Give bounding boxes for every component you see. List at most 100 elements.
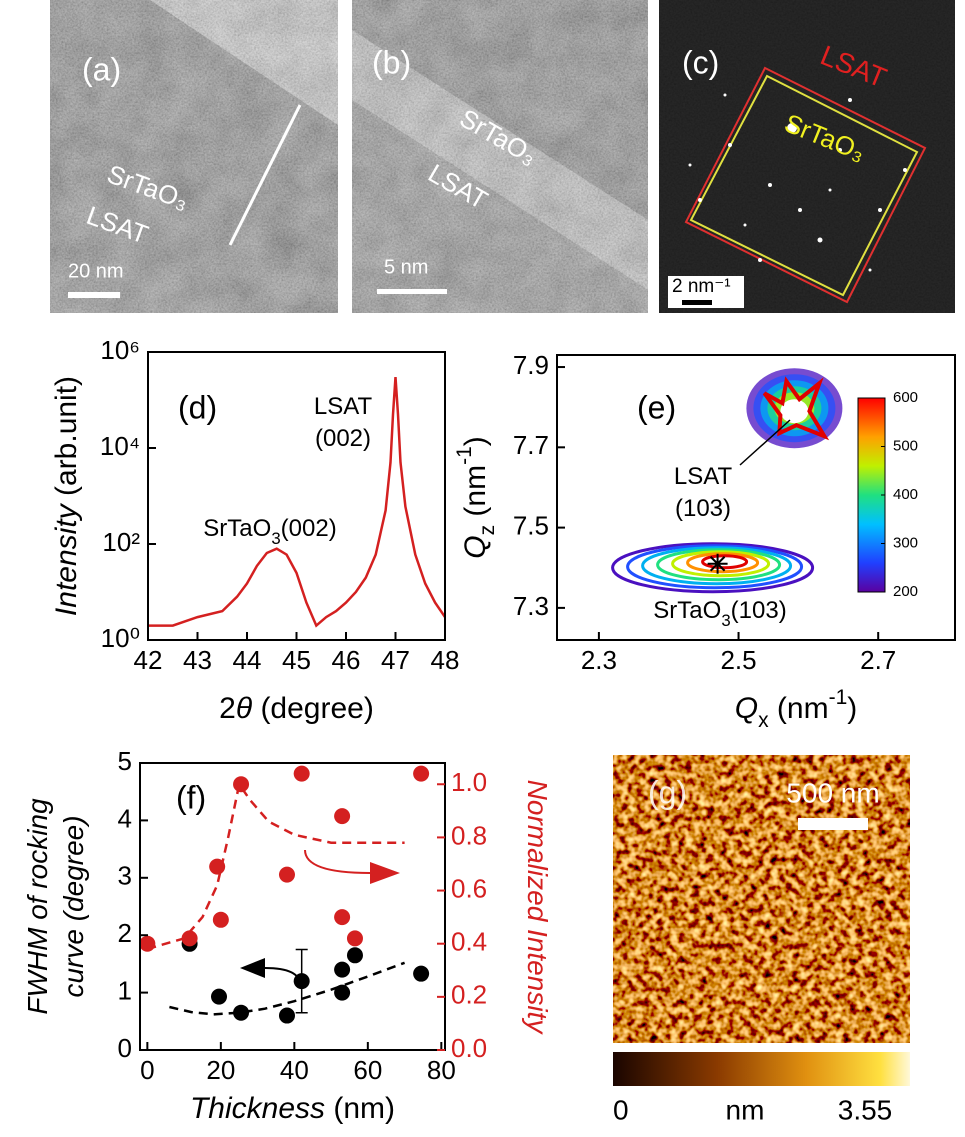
annotation-part: 3 [271, 529, 280, 548]
annotation-part: (002) [281, 515, 337, 542]
data-point [413, 765, 430, 782]
colorbar-tick-label: 200 [893, 583, 918, 600]
x-tick-label: 2.5 [720, 645, 756, 675]
data-point [413, 965, 430, 982]
panel-label: (g) [648, 774, 687, 810]
y2-tick-label: 0.8 [451, 820, 487, 850]
colorbar-tick-label: 500 [893, 437, 918, 454]
y-tick-label: 1 [118, 975, 132, 1005]
x-tick-label: 43 [183, 645, 212, 675]
y-tick-label: 10⁶ [100, 335, 140, 365]
colorbar-tick-label: 300 [893, 534, 918, 551]
x-axis-label-part: -1 [829, 686, 848, 709]
y-axis-label: FWHM of rocking [22, 798, 53, 1015]
contour [656, 548, 782, 582]
x-axis-label-part: Q [735, 692, 758, 725]
y2-tick-label: 0.2 [451, 980, 487, 1010]
y-axis-label-part: (nm [459, 465, 492, 525]
diffraction-image [659, 0, 955, 313]
panel-label: (b) [372, 44, 411, 80]
afm-image [613, 755, 910, 1043]
colorbar [857, 397, 886, 593]
y-tick-label: 2 [118, 918, 132, 948]
colorbar-tick-label: 0 [613, 1094, 629, 1125]
annotation-part: SrTaO [203, 515, 271, 542]
y-tick-label: 10⁴ [100, 431, 140, 461]
annotation: SrTaO3(103) [653, 597, 786, 630]
annotation-part: LSAT [314, 393, 373, 420]
data-point [278, 866, 295, 883]
x-axis-label-part: θ [236, 692, 253, 725]
y-tick-label: 7.3 [513, 591, 549, 621]
annotation-part: SrTaO [653, 597, 721, 624]
x-tick-label: 20 [206, 1055, 235, 1085]
annotation-part: LSAT [674, 463, 733, 490]
y-axis-label-part: ) [459, 436, 492, 446]
colorbar-tick-label: 400 [893, 486, 918, 503]
y2-tick-label: 1.0 [451, 767, 487, 797]
y-tick-label: 7.5 [513, 510, 549, 540]
axis-arrow [304, 849, 371, 874]
y-axis-label-part: FWHM of rocking [22, 798, 53, 1015]
panel-label: (f) [176, 779, 206, 815]
data-point [293, 765, 310, 782]
x-axis-label-part: x [758, 709, 769, 732]
data-point [334, 961, 351, 978]
annotation-part: 3 [721, 611, 730, 630]
x-axis-label: 2θ (degree) [219, 692, 374, 725]
contour [671, 550, 771, 578]
scale-bar-label: 500 nm [786, 777, 879, 808]
data-point [211, 988, 228, 1005]
y-tick-label: 0 [118, 1033, 132, 1063]
data-point [278, 1007, 295, 1024]
y2-axis-label: Normalized Intensity [522, 780, 553, 1036]
scale-bar-label: 2 nm⁻¹ [672, 276, 731, 297]
annotation: (002) [315, 425, 371, 452]
contour [641, 546, 793, 586]
x-tick-label: 44 [233, 645, 262, 675]
y2-tick-label: 0.4 [451, 927, 487, 957]
contour [626, 544, 804, 590]
tem-image-b [352, 0, 648, 313]
x-tick-label: 42 [134, 645, 163, 675]
x-axis-label-part: Thickness [190, 1092, 325, 1125]
x-axis-label: Thickness (nm) [190, 1092, 395, 1125]
data-point [346, 930, 363, 947]
peak-map [746, 368, 843, 449]
axis-arrow-head [370, 862, 400, 884]
panel-label: (e) [637, 389, 676, 425]
scale-bar [377, 289, 447, 294]
data-point [334, 909, 351, 926]
x-axis-label-part: 2 [219, 692, 236, 725]
colorbar-tick-label: 3.55 [838, 1094, 893, 1125]
plot-frame [556, 354, 956, 641]
x-tick-label: 40 [280, 1055, 309, 1085]
tem-image-a [50, 0, 338, 313]
y-axis-label: curve (degree) [58, 815, 89, 997]
leader [739, 419, 791, 466]
x-tick-label: 48 [431, 645, 460, 675]
contour [611, 542, 815, 594]
scale-bar-label: 20 nm [68, 260, 124, 282]
data-point [334, 808, 351, 825]
scale-bar [798, 818, 868, 830]
line-profile [228, 104, 302, 246]
y-axis-label-part: z [476, 525, 499, 536]
x-axis-label-part: (nm) [325, 1092, 395, 1125]
y-tick-label: 3 [118, 861, 132, 891]
trend-line [169, 961, 406, 1016]
x-tick-label: 45 [282, 645, 311, 675]
y-tick-label: 7.7 [513, 430, 549, 460]
x-axis-label-part: ) [847, 692, 857, 725]
x-axis-label: Qx (nm-1) [735, 686, 858, 732]
colorbar [613, 1052, 910, 1086]
y-axis-label: Intensity (arb.unit) [50, 376, 83, 616]
x-tick-label: 46 [332, 645, 361, 675]
y-axis-label-part: Intensity [50, 502, 83, 616]
scale-bar-label: 5 nm [384, 256, 428, 278]
peak-map [611, 542, 815, 594]
panel-label: (c) [682, 44, 719, 80]
data-point [334, 984, 351, 1001]
y-axis-label-part: -1 [453, 446, 476, 465]
annotation: LSAT [674, 463, 733, 490]
